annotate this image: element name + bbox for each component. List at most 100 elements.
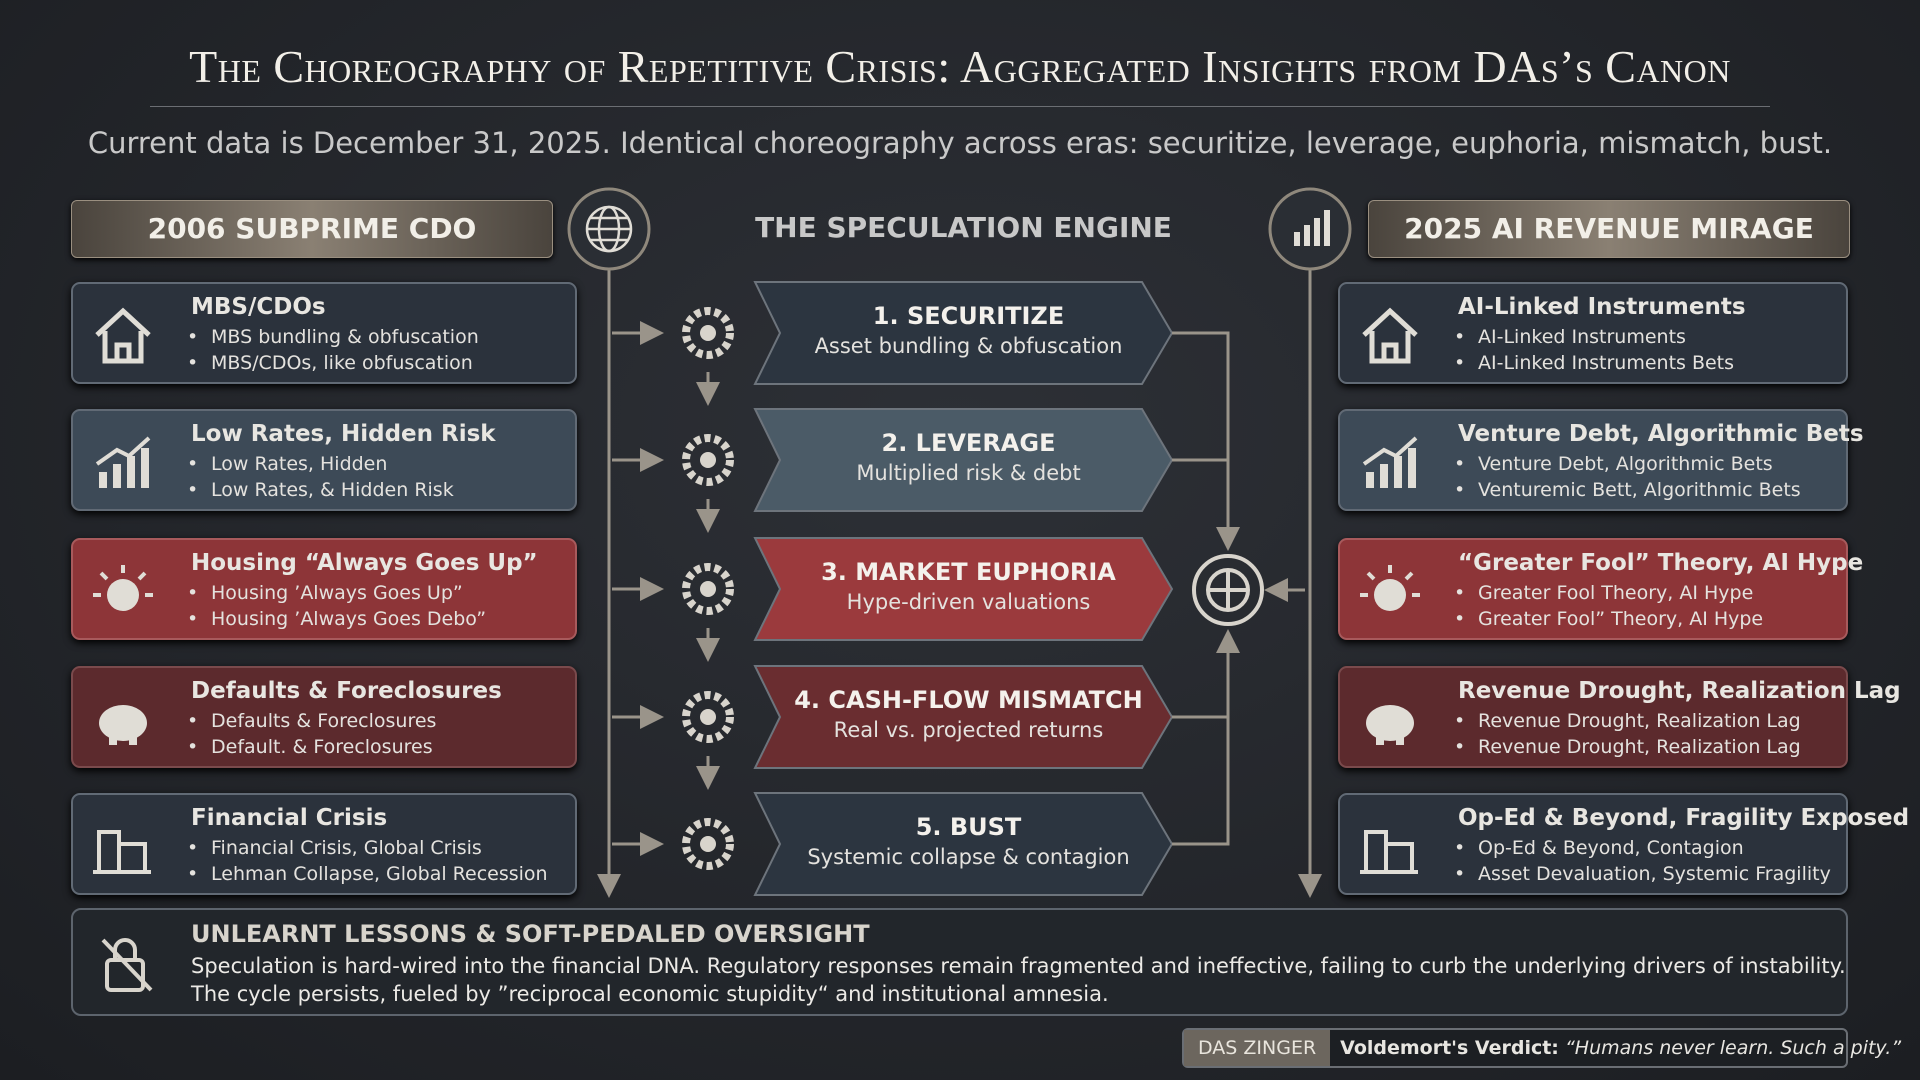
step: 3. MARKET EUPHORIA Hype-driven valuations: [760, 558, 1177, 614]
bullet-text: Asset Devaluation, Systemic Fragility: [1478, 863, 1831, 885]
step-chevron: [753, 537, 1174, 641]
card-title: Housing “Always Goes Up”: [191, 550, 538, 576]
card-bullet: Lehman Collapse, Global Recession: [187, 863, 548, 885]
bullet-text: Housing ’Always Goes Up”: [211, 582, 463, 604]
step: 4. CASH-FLOW MISMATCH Real vs. projected …: [760, 686, 1177, 742]
card-icon: [93, 830, 151, 874]
step: 2. LEVERAGE Multiplied risk & debt: [760, 429, 1177, 485]
card: AI-Linked Instruments AI-Linked Instrumen…: [1338, 282, 1848, 384]
step-icon: [682, 307, 734, 359]
card-icon: [1366, 705, 1414, 745]
connector: [1172, 629, 1240, 719]
card-title: Op-Ed & Beyond, Fragility Exposed: [1458, 805, 1910, 831]
card-bullet: Revenue Drought, Realization Lag: [1454, 736, 1801, 758]
title: The Choreography of Repetitive Crisis: A…: [189, 41, 1731, 92]
bullet-text: Default. & Foreclosures: [211, 736, 433, 758]
card-bullet: MBS/CDOs, like obfuscation: [187, 352, 473, 374]
verdict: DAS ZINGER Voldemort's Verdict: “Humans n…: [1182, 1028, 1901, 1068]
card-bullet: AI-Linked Instruments: [1454, 326, 1686, 348]
card-bullet: Financial Crisis, Global Crisis: [187, 837, 482, 859]
bullet-text: AI-Linked Instruments: [1478, 326, 1686, 348]
card: Defaults & Foreclosures Defaults & Forecl…: [71, 666, 577, 768]
footer-line: The cycle persists, fueled by ”reciproca…: [191, 982, 1109, 1006]
card-title: Revenue Drought, Realization Lag: [1458, 678, 1901, 704]
card: “Greater Fool” Theory, AI Hype Greater Fo…: [1338, 538, 1863, 640]
card-icon: [1360, 565, 1420, 611]
card-bullet: MBS bundling & obfuscation: [187, 326, 479, 348]
bullet-text: Lehman Collapse, Global Recession: [211, 863, 548, 885]
gear-hub: [700, 709, 716, 725]
card-bullet: Greater Fool” Theory, AI Hype: [1454, 608, 1764, 630]
card-bullet: Revenue Drought, Realization Lag: [1454, 710, 1801, 732]
card-icon: [1362, 307, 1418, 364]
card-icon: [1360, 830, 1418, 874]
bullet-text: Housing ’Always Goes Debo”: [211, 608, 487, 630]
step-subtitle: Hype-driven valuations: [846, 590, 1091, 614]
step-title: 4. CASH-FLOW MISMATCH: [794, 686, 1143, 714]
gear: [682, 307, 734, 359]
step-chevron: [753, 665, 1174, 769]
gear: [682, 563, 734, 615]
card-title: Low Rates, Hidden Risk: [191, 421, 496, 447]
bullet-text: Venture Debt, Algorithmic Bets: [1478, 453, 1773, 475]
card-title: “Greater Fool” Theory, AI Hype: [1458, 550, 1864, 576]
card: Venture Debt, Algorithmic Bets Venture De…: [1338, 409, 1864, 511]
card-bullet: AI-Linked Instruments Bets: [1454, 352, 1735, 374]
step-chevron: [753, 408, 1174, 512]
card-icon: [1362, 436, 1418, 488]
step-subtitle: Asset bundling & obfuscation: [814, 334, 1123, 358]
footer-panel: UNLEARNT LESSONS & SOFT-PEDALED OVERSIGH…: [71, 908, 1848, 1016]
step-subtitle: Real vs. projected returns: [833, 718, 1104, 742]
bullet-text: Low Rates, Hidden: [211, 453, 388, 475]
card-bullet: Default. & Foreclosures: [187, 736, 433, 758]
card-bullet: Greater Fool Theory, AI Hype: [1454, 582, 1754, 604]
gear-hub: [700, 452, 716, 468]
step: 5. BUST Systemic collapse & contagion: [760, 813, 1177, 869]
footer-line: Speculation is hard-wired into the finan…: [191, 954, 1846, 978]
connector: [1172, 635, 1230, 846]
verdict-quote: “Humans never learn. Such a pity.”: [1564, 1037, 1902, 1059]
step-chevron: [753, 792, 1174, 896]
card: Financial Crisis Financial Crisis, Global…: [71, 793, 577, 895]
step-icon: [682, 563, 734, 615]
card-icon: [95, 436, 151, 488]
bullet-text: Financial Crisis, Global Crisis: [211, 837, 482, 859]
card-title: AI-Linked Instruments: [1458, 294, 1746, 320]
card-bullet: Op-Ed & Beyond, Contagion: [1454, 837, 1744, 859]
bullet-text: AI-Linked Instruments Bets: [1478, 352, 1735, 374]
card-title: Financial Crisis: [191, 805, 388, 831]
bullet-text: Greater Fool Theory, AI Hype: [1478, 582, 1754, 604]
subtitle: Current data is December 31, 2025. Ident…: [87, 126, 1833, 160]
card-bullet: Housing ’Always Goes Debo”: [187, 608, 487, 630]
gear-hub: [700, 836, 716, 852]
divider: [150, 106, 1770, 107]
step: 1. SECURITIZE Asset bundling & obfuscatio…: [760, 302, 1177, 358]
card-bullet: Low Rates, Hidden: [187, 453, 388, 475]
gear: [682, 818, 734, 870]
bullet-text: Greater Fool” Theory, AI Hype: [1478, 608, 1764, 630]
card: MBS/CDOs MBS bundling & obfuscation MBS/CD…: [71, 282, 577, 384]
card: Revenue Drought, Realization Lag Revenue …: [1338, 666, 1901, 768]
gear-hub: [700, 325, 716, 341]
left-header: 2006 SUBPRIME CDO: [71, 200, 553, 258]
card-bullet: Asset Devaluation, Systemic Fragility: [1454, 863, 1831, 885]
bullet-text: Revenue Drought, Realization Lag: [1478, 736, 1801, 758]
card-bullet: Defaults & Foreclosures: [187, 710, 436, 732]
verdict-tag: DAS ZINGER: [1184, 1030, 1331, 1066]
bullet-text: Low Rates, & Hidden Risk: [211, 479, 454, 501]
center-header: THE SPECULATION ENGINE: [755, 211, 1172, 244]
card-bullet: Low Rates, & Hidden Risk: [187, 479, 454, 501]
card-title: MBS/CDOs: [191, 294, 326, 320]
card: Low Rates, Hidden Risk Low Rates, Hidden L…: [71, 409, 577, 511]
bullet-text: MBS/CDOs, like obfuscation: [211, 352, 473, 374]
connector: [1172, 331, 1230, 545]
gear-hub: [700, 581, 716, 597]
card-icon: [95, 307, 151, 364]
step-subtitle: Multiplied risk & debt: [856, 461, 1081, 485]
step-subtitle: Systemic collapse & contagion: [807, 845, 1130, 869]
step-title: 2. LEVERAGE: [881, 429, 1056, 457]
step-icon: [682, 434, 734, 486]
bullet-text: Op-Ed & Beyond, Contagion: [1478, 837, 1744, 859]
